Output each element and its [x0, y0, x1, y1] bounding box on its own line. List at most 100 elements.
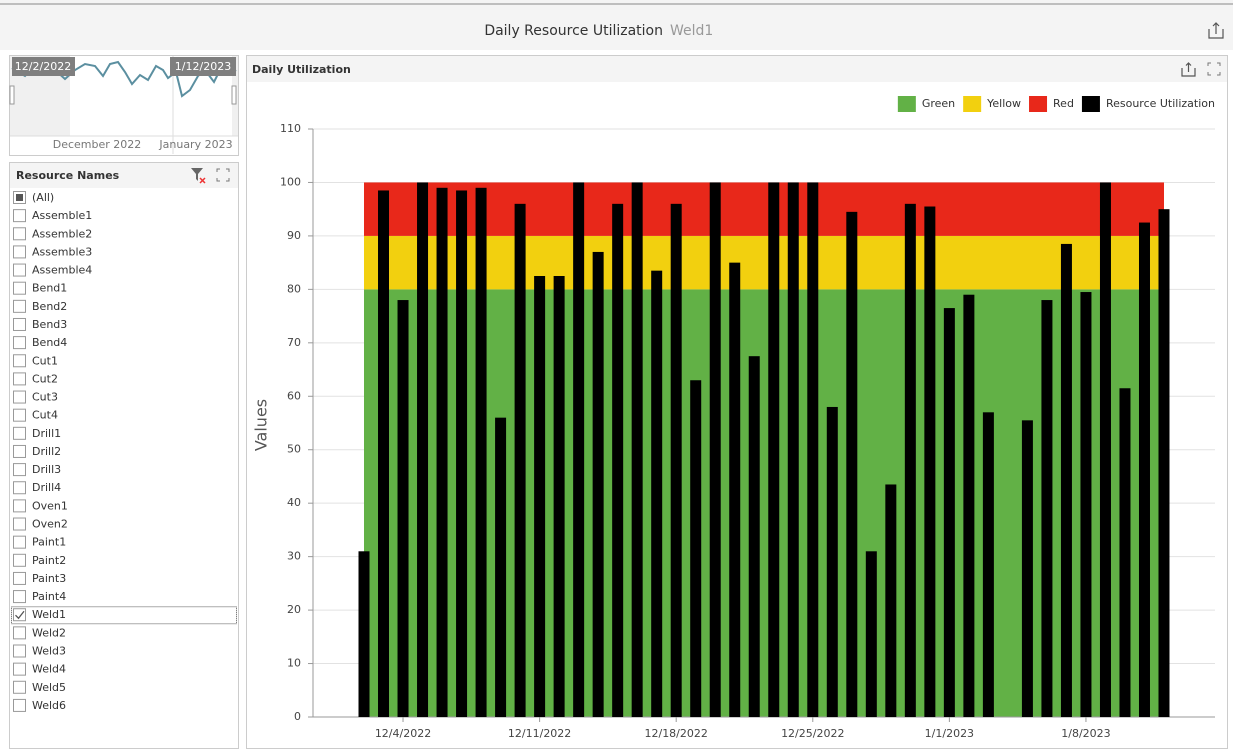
- checkbox[interactable]: [13, 426, 26, 440]
- checkbox[interactable]: [13, 680, 26, 694]
- bar: [807, 182, 819, 718]
- resource-label: Cut3: [32, 391, 58, 404]
- resource-label: Paint3: [32, 572, 66, 585]
- y-tick-label: 100: [280, 175, 301, 188]
- resource-item[interactable]: Cut2: [13, 372, 58, 386]
- bar: [1119, 388, 1131, 717]
- resource-item[interactable]: Bend3: [13, 317, 68, 331]
- export-button[interactable]: [1208, 22, 1224, 39]
- resource-item[interactable]: Weld3: [13, 644, 67, 658]
- resource-item[interactable]: Bend4: [13, 336, 68, 350]
- checkbox[interactable]: [13, 227, 26, 241]
- checkbox[interactable]: [13, 499, 26, 513]
- checkbox[interactable]: [13, 245, 26, 259]
- resource-label: Bend3: [32, 318, 67, 331]
- chart-export-button[interactable]: [1181, 62, 1196, 77]
- checkbox[interactable]: [13, 336, 26, 350]
- resource-item[interactable]: (All): [13, 191, 55, 204]
- bar: [397, 300, 409, 717]
- resource-label: Bend2: [32, 300, 67, 313]
- range-end-label: 1/12/2023: [175, 60, 231, 73]
- checkbox[interactable]: [13, 299, 26, 313]
- resource-label: Weld1: [32, 608, 66, 621]
- checkbox[interactable]: [13, 608, 26, 622]
- clear-filter-button[interactable]: [191, 168, 206, 184]
- checkbox[interactable]: [13, 281, 26, 295]
- resource-item[interactable]: Drill1: [13, 426, 62, 440]
- checkbox[interactable]: [13, 553, 26, 567]
- bar: [358, 551, 370, 717]
- resource-item[interactable]: Cut1: [13, 354, 58, 368]
- range-right-handle[interactable]: [231, 85, 237, 105]
- resource-panel: [9, 162, 239, 749]
- maximize-button[interactable]: [216, 168, 230, 182]
- x-tick-label: 1/1/2023: [925, 727, 974, 740]
- checkbox[interactable]: [13, 644, 26, 658]
- checkbox-check: [15, 610, 25, 620]
- checkbox[interactable]: [13, 698, 26, 712]
- checkbox[interactable]: [13, 408, 26, 422]
- checkbox[interactable]: [13, 209, 26, 223]
- maximize-icon: [1207, 62, 1221, 76]
- range-left-handle[interactable]: [9, 85, 15, 105]
- resource-item[interactable]: Assemble1: [13, 209, 93, 223]
- y-tick-label: 10: [287, 657, 301, 670]
- resource-item[interactable]: Drill3: [13, 463, 62, 477]
- checkbox[interactable]: [13, 372, 26, 386]
- checkbox[interactable]: [13, 662, 26, 676]
- bar: [846, 211, 858, 717]
- resource-item[interactable]: Bend2: [13, 299, 68, 313]
- resource-item[interactable]: Weld1: [11, 606, 237, 625]
- resource-item[interactable]: Assemble4: [13, 263, 93, 277]
- resource-label: Cut2: [32, 372, 58, 385]
- checkbox[interactable]: [13, 444, 26, 458]
- resource-item[interactable]: Assemble2: [13, 227, 93, 241]
- resource-item[interactable]: Paint2: [13, 553, 67, 567]
- bar: [378, 190, 390, 718]
- resource-item[interactable]: Weld4: [13, 662, 67, 676]
- checkbox[interactable]: [13, 517, 26, 531]
- checkbox[interactable]: [13, 626, 26, 640]
- resource-label: Assemble3: [32, 245, 92, 258]
- checkbox[interactable]: [13, 463, 26, 477]
- y-tick-label: 40: [287, 496, 301, 509]
- resource-label: Cut4: [32, 409, 58, 422]
- resource-item[interactable]: Cut4: [13, 408, 58, 422]
- checkbox[interactable]: [13, 263, 26, 277]
- range-start-label: 12/2/2022: [15, 60, 71, 73]
- checkbox[interactable]: [13, 535, 26, 549]
- range-end-badge[interactable]: [170, 57, 236, 76]
- checkbox[interactable]: [13, 481, 26, 495]
- checkbox[interactable]: [13, 590, 26, 604]
- checkbox[interactable]: [13, 571, 26, 585]
- resource-item[interactable]: Drill4: [13, 481, 62, 495]
- resource-item[interactable]: Drill2: [13, 444, 62, 458]
- resource-label: Assemble2: [32, 227, 92, 240]
- resource-label: Weld4: [32, 663, 66, 676]
- chart-maximize-button[interactable]: [1207, 62, 1221, 76]
- resource-item[interactable]: Oven1: [13, 499, 68, 513]
- resource-item[interactable]: Paint3: [13, 571, 67, 585]
- resource-item[interactable]: Bend1: [13, 281, 68, 295]
- resource-item[interactable]: Weld6: [13, 698, 67, 712]
- checkbox[interactable]: [13, 354, 26, 368]
- range-start-badge[interactable]: [12, 57, 75, 76]
- bar: [1060, 243, 1072, 717]
- legend-label: Green: [922, 97, 955, 110]
- resource-label: (All): [32, 191, 54, 204]
- resource-item[interactable]: Assemble3: [13, 245, 93, 259]
- bar: [1138, 222, 1150, 717]
- checkbox[interactable]: [13, 390, 26, 404]
- resource-item[interactable]: Weld2: [13, 626, 67, 640]
- resource-item[interactable]: Paint1: [13, 535, 67, 549]
- bar: [1099, 182, 1111, 718]
- resource-item[interactable]: Oven2: [13, 517, 68, 531]
- month-label: January 2023: [158, 138, 232, 151]
- y-tick-label: 20: [287, 603, 301, 616]
- resource-item[interactable]: Weld5: [13, 680, 67, 694]
- checkbox[interactable]: [13, 317, 26, 331]
- bar: [826, 406, 838, 717]
- resource-item[interactable]: Paint4: [13, 590, 67, 604]
- resource-item[interactable]: Cut3: [13, 390, 58, 404]
- y-tick-label: 110: [280, 122, 301, 135]
